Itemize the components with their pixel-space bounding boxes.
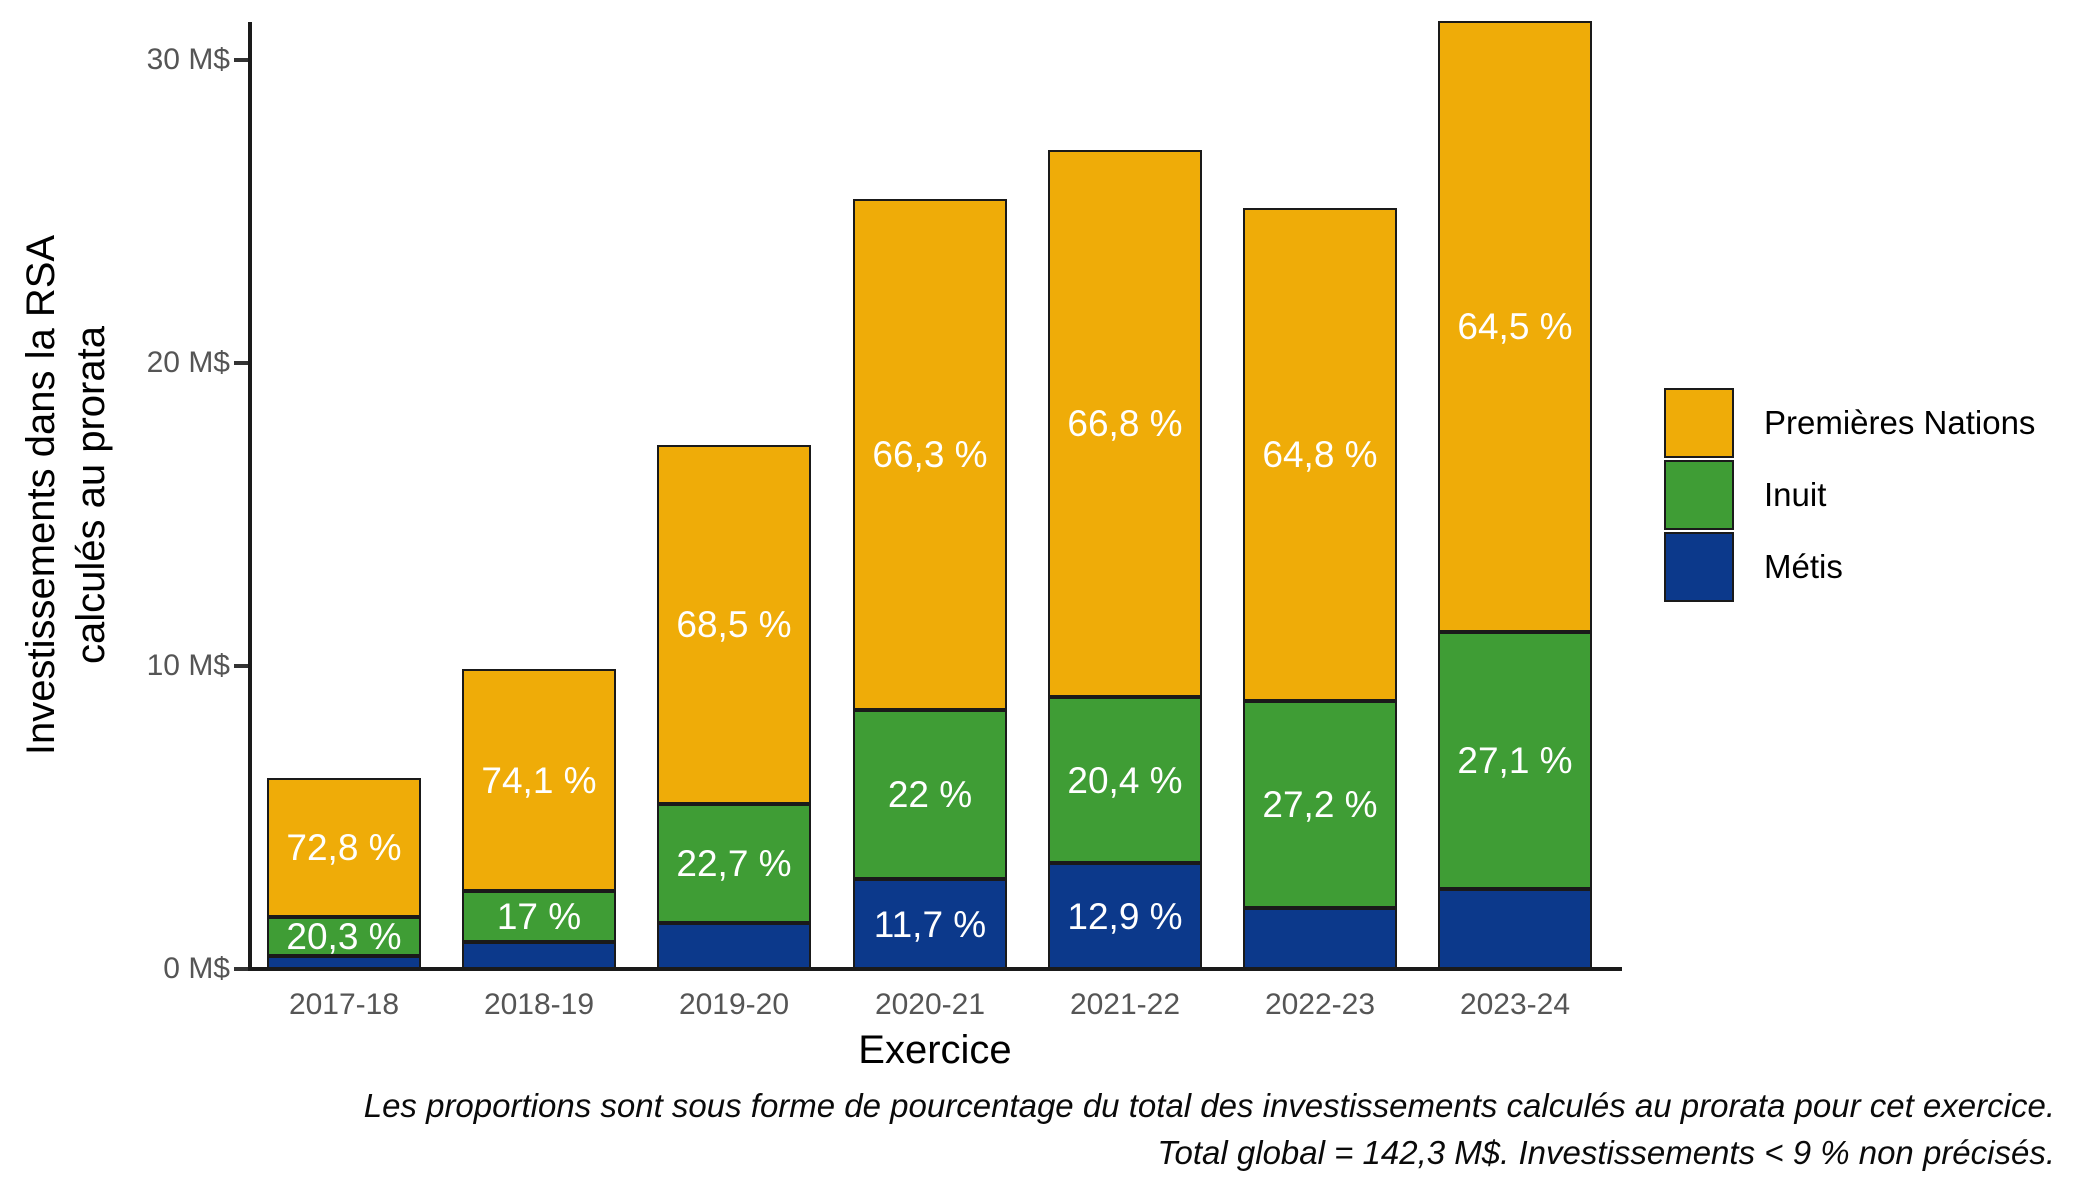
bar-value-label: 66,8 %	[1067, 403, 1183, 444]
y-tick-label: 30 M$	[146, 43, 230, 76]
bar-value-label: 22 %	[887, 774, 973, 815]
bar-value-label: 11,7 %	[873, 903, 987, 945]
y-tick-label: 10 M$	[146, 649, 230, 682]
y-tick-label: 0 M$	[163, 952, 230, 985]
legend-label: Inuit	[1764, 476, 1827, 513]
y-tick-mark	[234, 361, 248, 365]
bar-segment-premi-res-nations	[853, 199, 1007, 710]
y-axis-title: Investissements dans la RSA calculés au …	[16, 0, 116, 995]
legend: Premières Nations Inuit Métis	[1664, 387, 2035, 603]
x-tick-label: 2022-23	[1264, 988, 1376, 1021]
y-tick-label: 20 M$	[146, 346, 230, 379]
bar-value-label: 17 %	[496, 896, 582, 937]
bar-segment-inuit	[1438, 632, 1592, 889]
legend-item-inuit: Inuit	[1664, 459, 2035, 531]
bar-segment-premi-res-nations	[1243, 208, 1397, 701]
bar-segment-m-tis	[1438, 889, 1592, 969]
bar-segment-m-tis	[267, 956, 421, 969]
bar-value-label: 27,2 %	[1262, 784, 1378, 825]
bar-segment-m-tis	[1243, 908, 1397, 969]
bar-segment-m-tis	[462, 942, 616, 969]
legend-label: Premières Nations	[1764, 404, 2036, 441]
bar-segment-premi-res-nations	[657, 445, 811, 804]
bar-segment-m-tis	[1048, 863, 1202, 969]
chart-caption: Les proportions sont sous forme de pourc…	[155, 1083, 2055, 1177]
x-tick-label: 2023-24	[1459, 988, 1571, 1021]
legend-swatch-premieres-nations	[1664, 388, 1734, 458]
bar-segment-premi-res-nations	[1048, 150, 1202, 697]
x-tick-label: 2020-21	[874, 988, 986, 1021]
bar-segment-premi-res-nations	[267, 778, 421, 917]
caption-line2: Total global = 142,3 M$. Investissements…	[1157, 1133, 2055, 1171]
bar-value-label: 20,4 %	[1067, 759, 1183, 801]
bar-segment-m-tis	[853, 879, 1007, 969]
bar-value-label: 22,7 %	[676, 843, 792, 884]
bar-segment-inuit	[1243, 701, 1397, 908]
y-tick-mark	[234, 664, 248, 668]
bar-value-label: 12,9 %	[1067, 895, 1183, 937]
x-axis-line	[248, 967, 1622, 971]
legend-label: Métis	[1764, 548, 1843, 585]
bar-segment-m-tis	[657, 923, 811, 969]
x-tick-label: 2019-20	[678, 988, 790, 1021]
legend-swatch-inuit	[1664, 460, 1734, 530]
bar-value-label: 68,5 %	[676, 604, 792, 645]
bar-segment-inuit	[853, 710, 1007, 879]
bar-value-label: 74,1 %	[481, 759, 597, 801]
caption-line1: Les proportions sont sous forme de pourc…	[363, 1087, 2055, 1124]
bar-value-label: 64,5 %	[1457, 306, 1573, 347]
bar-value-label: 66,3 %	[872, 434, 988, 475]
legend-item-metis: Métis	[1664, 531, 2035, 603]
bar-segment-inuit	[462, 891, 616, 942]
x-tick-label: 2021-22	[1069, 988, 1181, 1021]
y-tick-mark	[234, 58, 248, 62]
x-tick-label: 2018-19	[483, 988, 595, 1021]
bar-value-label: 27,1 %	[1457, 740, 1573, 781]
y-axis-title-line1: Investissements dans la RSA	[19, 234, 63, 756]
y-axis-line	[248, 22, 252, 971]
bar-value-label: 64,8 %	[1262, 434, 1378, 475]
x-axis-title: Exercice	[858, 1028, 1012, 1072]
bar-segment-inuit	[267, 917, 421, 956]
y-axis-title-line2: calculés au prorata	[69, 326, 113, 664]
y-tick-mark	[234, 967, 248, 971]
legend-swatch-metis	[1664, 532, 1734, 602]
x-tick-label: 2017-18	[288, 988, 400, 1021]
bar-value-label: 72,8 %	[286, 827, 402, 868]
legend-item-premieres-nations: Premières Nations	[1664, 387, 2035, 459]
bar-segment-premi-res-nations	[462, 669, 616, 891]
bar-segment-inuit	[657, 804, 811, 923]
bar-segment-premi-res-nations	[1438, 21, 1592, 632]
bar-segment-inuit	[1048, 697, 1202, 863]
bar-value-label: 20,3 %	[286, 916, 402, 957]
